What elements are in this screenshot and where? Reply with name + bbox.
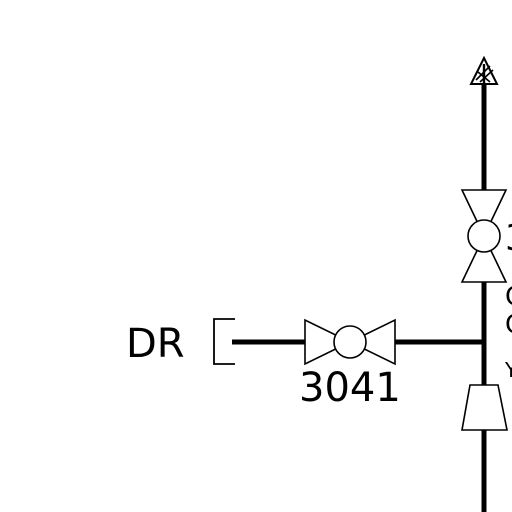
drain-label: DR	[126, 321, 185, 367]
drain-bracket-icon	[213, 318, 235, 365]
partial-label-2: C	[505, 282, 512, 312]
partial-label-4: Y	[504, 358, 512, 382]
valve-tag-label: 3041	[299, 365, 401, 411]
partial-label-1: 3	[505, 218, 512, 259]
vertical-gate-valve-icon	[460, 189, 508, 283]
partial-label-3: C	[505, 310, 512, 340]
horizontal-gate-valve-icon	[304, 318, 396, 366]
reducer-icon	[461, 384, 508, 431]
triangle-hatched-icon	[469, 55, 499, 85]
